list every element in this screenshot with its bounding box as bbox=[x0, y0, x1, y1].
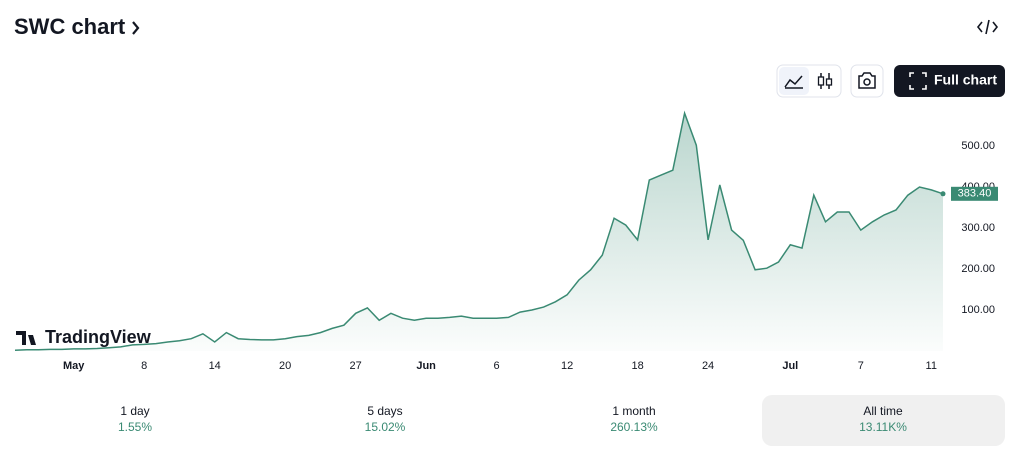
x-tick-label: 14 bbox=[209, 360, 221, 372]
y-tick-label: 200.00 bbox=[961, 263, 995, 275]
last-price-label: 383.40 bbox=[958, 188, 992, 200]
candle-icon-body bbox=[825, 78, 833, 86]
y-tick-label: 300.00 bbox=[961, 222, 995, 234]
x-tick-label: 18 bbox=[631, 360, 643, 372]
camera-icon bbox=[858, 72, 876, 89]
x-tick-label: Jun bbox=[416, 360, 436, 372]
candle-icon-body bbox=[817, 76, 825, 86]
x-tick-label: 11 bbox=[926, 360, 937, 372]
period-change[interactable]: 15.02% bbox=[365, 420, 406, 434]
x-tick-label: May bbox=[63, 360, 85, 372]
x-tick-label: 8 bbox=[141, 360, 147, 372]
x-tick-label: 6 bbox=[494, 360, 500, 372]
last-price-badge bbox=[951, 186, 998, 201]
embed-icon[interactable] bbox=[976, 19, 999, 35]
x-tick-label: 24 bbox=[702, 360, 714, 372]
period-label[interactable]: 5 days bbox=[367, 404, 402, 418]
line-chart-button[interactable] bbox=[779, 67, 809, 95]
full-chart-button[interactable] bbox=[894, 65, 1005, 97]
y-tick-label: 100.00 bbox=[961, 304, 995, 316]
title-chevron[interactable] bbox=[132, 21, 140, 35]
title: SWC chart bbox=[14, 14, 126, 39]
period-change[interactable]: 13.11K% bbox=[859, 420, 907, 434]
period-label[interactable]: All time bbox=[863, 404, 903, 418]
full-chart-label: Full chart bbox=[934, 72, 997, 88]
period-label[interactable]: 1 day bbox=[120, 404, 149, 418]
x-tick-label: 12 bbox=[561, 360, 573, 372]
camera-lens bbox=[863, 78, 871, 86]
line bbox=[14, 110, 944, 351]
watermark: TradingView bbox=[45, 327, 152, 347]
period-change[interactable]: 260.13% bbox=[610, 420, 658, 434]
period-change[interactable]: 1.55% bbox=[118, 420, 152, 434]
x-tick-label: Jul bbox=[782, 360, 798, 372]
logo bbox=[16, 331, 36, 345]
line-icon bbox=[784, 75, 803, 89]
y-tick-label: 500.00 bbox=[961, 140, 995, 152]
x-tick-label: 7 bbox=[858, 360, 864, 372]
snapshot-button[interactable] bbox=[850, 64, 884, 98]
x-tick-label: 20 bbox=[279, 360, 291, 372]
selected-period-bg bbox=[762, 395, 1005, 446]
last-point bbox=[940, 191, 946, 197]
area bbox=[15, 113, 943, 351]
x-tick-label: 27 bbox=[350, 360, 362, 372]
period-label[interactable]: 1 month bbox=[612, 404, 655, 418]
fullscreen-icon bbox=[909, 72, 927, 90]
